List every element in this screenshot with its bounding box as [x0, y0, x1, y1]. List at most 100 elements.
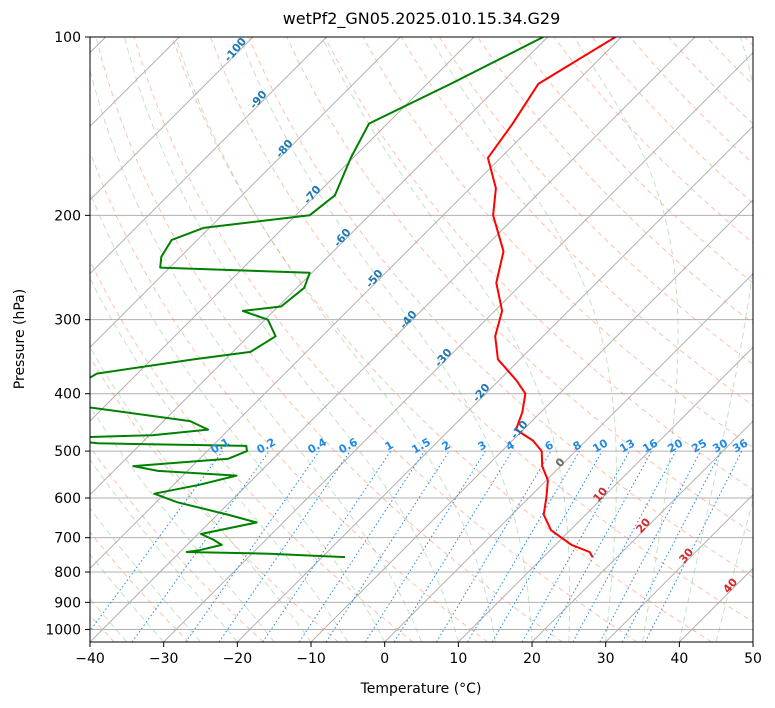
mixing-ratio-line [262, 450, 392, 642]
dry-adiabat-label: 30 [676, 545, 696, 565]
dry-adiabat-label: 20 [633, 515, 653, 535]
x-tick-label: −40 [75, 651, 105, 667]
mixing-ratio-line [325, 450, 450, 642]
dry-adiabat-line [286, 37, 753, 534]
mixing-ratio-label: 0.4 [306, 435, 330, 456]
x-tick-label: −20 [223, 651, 253, 667]
mixing-ratio-line [364, 450, 486, 642]
moist-adiabat-line [90, 190, 386, 642]
dry-adiabat-label: 0 [553, 455, 568, 469]
mixing-ratio-line [436, 450, 552, 642]
mixing-ratio-line [131, 450, 270, 642]
mixing-ratio-line [393, 450, 513, 642]
isotherm-line [384, 272, 753, 642]
moist-adiabat-line [678, 37, 753, 642]
isotherm-line [90, 37, 401, 349]
x-axis-label: Temperature (°C) [360, 681, 482, 697]
mixing-ratio-line [90, 450, 223, 632]
x-tick-label: 10 [449, 651, 467, 667]
mixing-ratio-line [644, 450, 743, 642]
x-tick-label: 20 [523, 651, 541, 667]
dry-adiabat-label: -100 [221, 35, 249, 65]
isotherm-line [90, 37, 475, 422]
mixing-ratio-label: 36 [730, 436, 750, 455]
isotherm-line [605, 493, 753, 642]
y-tick-label: 800 [54, 565, 81, 581]
mixing-ratio-label: 30 [710, 436, 730, 455]
isotherm-line [90, 37, 254, 201]
x-tick-label: −30 [149, 651, 179, 667]
moist-adiabat-line [124, 37, 459, 642]
dry-adiabat-line [90, 531, 190, 642]
mixing-ratio-label: 10 [590, 436, 610, 455]
y-tick-label: 600 [54, 491, 81, 507]
dry-adiabat-label: -80 [273, 137, 296, 161]
moist-adiabat-line [90, 277, 349, 642]
isotherm-line [752, 641, 753, 642]
moist-adiabat-line [90, 507, 201, 642]
dry-adiabat-label: -70 [301, 183, 324, 207]
dry-adiabat-label: -30 [432, 346, 455, 370]
dry-adiabat-line [133, 37, 638, 642]
moist-adiabat-line [429, 37, 617, 642]
dry-adiabat-line [90, 150, 488, 642]
mixing-ratio-line [491, 450, 603, 642]
dry-adiabat-line [744, 37, 753, 47]
moist-adiabat-line [90, 553, 165, 642]
line-labels: 0.1 0.2 0.4 0.6 1 1.5 2 3 4 6 8 10 13 16 20 25 30 36-100-… [209, 35, 751, 596]
dry-adiabat-label: 10 [590, 484, 610, 504]
dry-adiabat-line [515, 37, 753, 284]
dry-adiabat-line [400, 37, 753, 407]
mixing-ratio-line [218, 450, 351, 642]
y-tick-label: 100 [54, 30, 81, 46]
temperature-line [486, 37, 616, 558]
mixing-ratio-line [572, 450, 677, 642]
mixing-ratio-label: 1.5 [410, 435, 433, 456]
moist-adiabat-line [715, 498, 753, 642]
y-tick-label: 700 [54, 531, 81, 547]
isotherm-line [90, 37, 549, 496]
moist-adiabat-line [90, 405, 275, 642]
plot-frame [89, 36, 754, 643]
isotherm-line [531, 420, 753, 642]
moist-adiabat-line [175, 37, 496, 642]
mixing-ratio-line [545, 450, 653, 642]
isotherm-line [90, 37, 696, 642]
dry-adiabat-label: 40 [720, 575, 740, 595]
dry-adiabat-line [171, 37, 712, 642]
mixing-ratio-label: 0.6 [337, 435, 361, 456]
moist-adiabat-line [90, 346, 312, 642]
isotherm-line [679, 567, 753, 642]
dry-adiabat-line [210, 37, 753, 623]
dewpoint-line [90, 37, 544, 559]
dry-adiabat-label: -20 [470, 381, 493, 405]
dry-adiabat-line [90, 445, 264, 642]
dry-adiabat-label: -60 [331, 226, 354, 250]
isotherm-line [90, 37, 622, 570]
moist-adiabat-line [90, 458, 238, 642]
isotherm-line [310, 199, 753, 642]
x-tick-label: 30 [597, 651, 615, 667]
isotherm-line [457, 346, 753, 642]
mixing-ratio-label: 0.1 [209, 435, 232, 456]
chart-title: wetPf2_GN05.2025.010.15.34.G29 [282, 9, 561, 28]
y-tick-label: 500 [54, 444, 81, 460]
y-axis-label: Pressure (hPa) [12, 289, 28, 389]
dry-adiabat-line [438, 37, 753, 366]
dry-adiabat-line [95, 37, 563, 642]
mixing-ratio-label: 16 [640, 436, 660, 455]
moist-adiabat-line [573, 37, 679, 642]
axis-ticks: −40 −30 −20 −10 0 10 20 30 40 5010020030040050060… [45, 30, 762, 667]
moist-adiabat-line [90, 67, 422, 642]
x-tick-label: 40 [670, 651, 688, 667]
mixing-ratio-line [185, 450, 320, 642]
y-tick-label: 400 [54, 387, 81, 403]
isotherm-line [90, 37, 328, 275]
dry-adiabat-line [90, 356, 339, 642]
y-tick-label: 900 [54, 595, 81, 611]
y-tick-label: 300 [54, 313, 81, 329]
mixing-ratio-line [298, 450, 425, 642]
moist-adiabat-line [239, 37, 533, 642]
x-tick-label: −10 [296, 651, 326, 667]
